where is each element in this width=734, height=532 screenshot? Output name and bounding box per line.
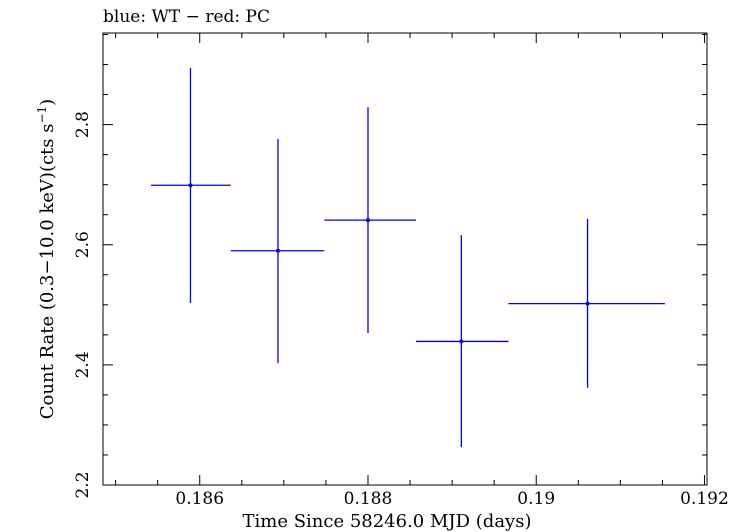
x-tick-label: 0.186: [175, 489, 224, 509]
y-axis-label-main: Count Rate (0.3−10.0 keV)(cts s: [37, 124, 58, 420]
y-axis-label-superscript: −1: [35, 106, 49, 124]
y-axis-label-close: ): [37, 99, 58, 106]
chart-title: blue: WT − red: PC: [103, 7, 270, 27]
y-tick-label: 2.2: [73, 471, 93, 498]
x-tick-labels: 0.186 0.188 0.19 0.192: [175, 489, 728, 509]
data-point: [365, 218, 370, 223]
x-axis-label: Time Since 58246.0 MJD (days): [242, 511, 531, 532]
series-group: [150, 68, 665, 448]
data-series: [150, 68, 665, 448]
data-point: [275, 248, 280, 253]
data-point: [459, 339, 464, 344]
x-tick-label: 0.188: [344, 489, 393, 509]
axis-ticks: [103, 33, 707, 486]
y-tick-label: 2.4: [73, 351, 93, 378]
y-tick-label: 2.8: [73, 111, 93, 138]
x-tick-label: 0.19: [517, 489, 555, 509]
y-tick-labels: 2.2 2.4 2.6 2.8: [73, 111, 93, 498]
y-tick-label: 2.6: [73, 231, 93, 258]
data-point: [188, 183, 193, 188]
plot-frame: [102, 32, 708, 486]
y-axis-label: Count Rate (0.3−10.0 keV)(cts s−1): [35, 99, 58, 419]
data-point: [585, 301, 590, 306]
x-tick-label: 0.192: [680, 489, 729, 509]
